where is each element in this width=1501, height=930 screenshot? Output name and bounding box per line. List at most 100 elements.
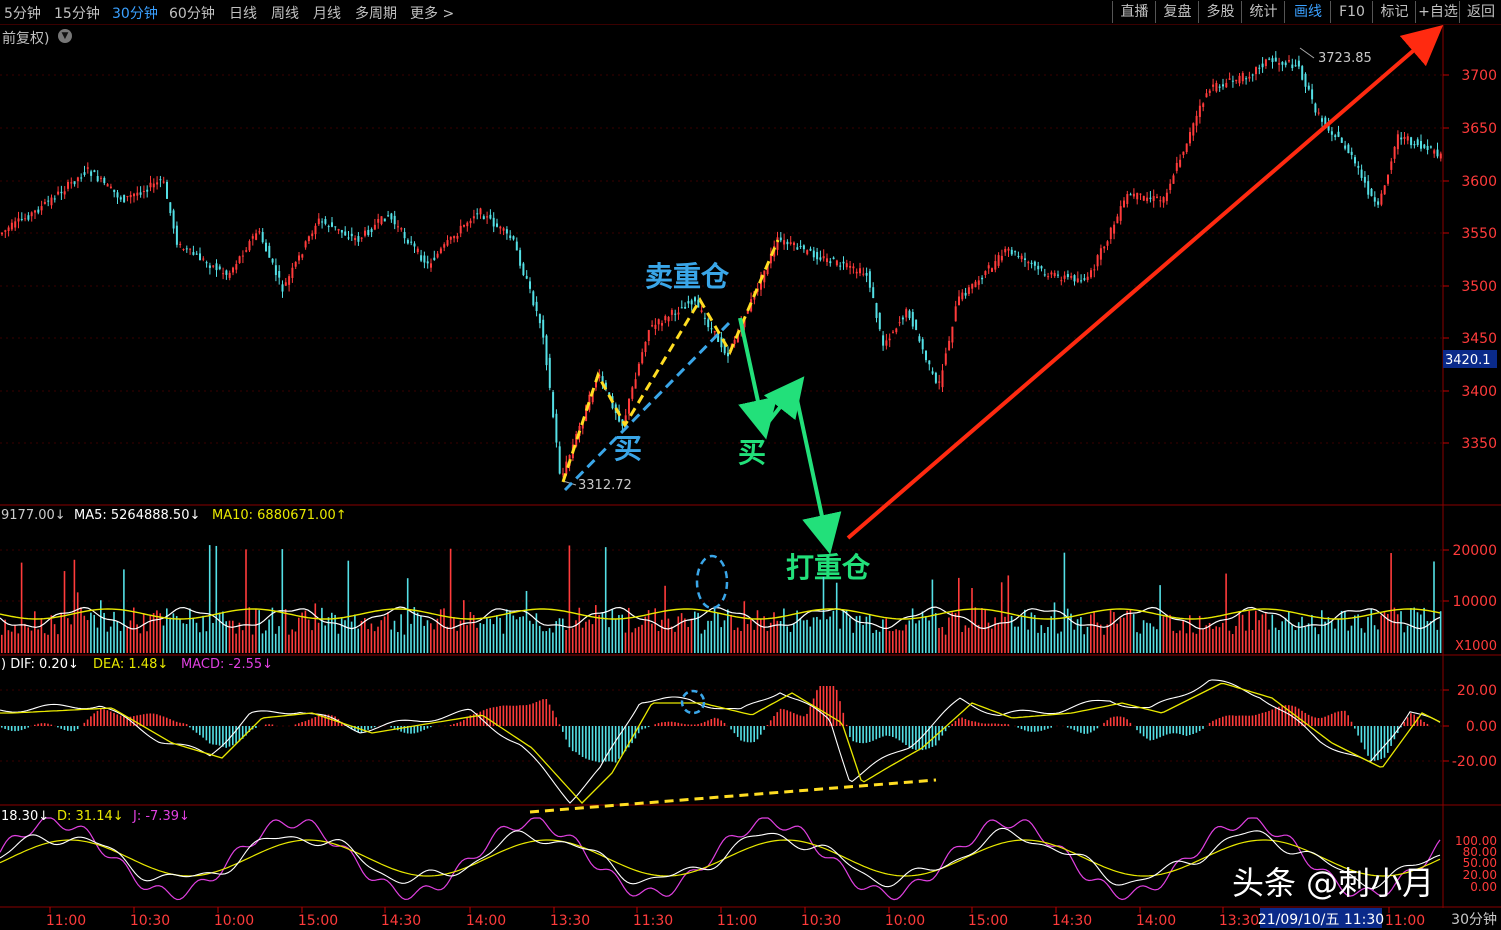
candle-body	[680, 307, 683, 309]
candle-body	[1132, 193, 1135, 197]
candle-body	[463, 224, 465, 227]
volume-bar	[433, 629, 435, 653]
macd-hist-bar	[614, 726, 617, 763]
candle-body	[1370, 188, 1373, 197]
macd-hist-bar	[971, 721, 973, 726]
macd-hist-bar	[637, 726, 640, 734]
candle-body	[311, 233, 314, 237]
volume-bar	[740, 630, 742, 653]
macd-hist-bar	[1050, 726, 1052, 728]
toolbar-button-3[interactable]: 统计	[1241, 1, 1285, 23]
candle-body	[703, 317, 706, 319]
toolbar-button-0[interactable]: 直播	[1112, 1, 1156, 23]
candle-body	[423, 255, 426, 263]
candle-body	[901, 317, 904, 320]
timeframe-tab-2[interactable]: 30分钟	[112, 6, 158, 22]
macd-hist-bar	[1076, 726, 1079, 732]
volume-bar	[1195, 633, 1198, 653]
volume-bar	[228, 620, 231, 653]
candle-body	[1354, 157, 1356, 164]
volume-legend-vol: 9177.00↓	[1, 508, 66, 523]
macd-hist-bar	[255, 726, 257, 728]
macd-hist-bar	[1116, 716, 1118, 726]
volume-bar	[189, 608, 191, 653]
macd-hist-bar	[331, 715, 333, 726]
candle-body	[238, 256, 241, 263]
timeframe-tab-0[interactable]: 5分钟	[4, 6, 41, 22]
timeframe-tab-1[interactable]: 15分钟	[54, 6, 100, 22]
timeframe-tab-8[interactable]: 更多 >	[410, 6, 455, 22]
candle-body	[595, 380, 597, 388]
macd-hist-bar	[7, 726, 10, 731]
macd-hist-bar	[717, 718, 719, 726]
candle-body	[1076, 278, 1079, 283]
timeframe-tab-5[interactable]: 周线	[271, 6, 299, 22]
volume-bar	[558, 618, 561, 653]
macd-hist-bar	[1426, 723, 1429, 726]
candle-body	[591, 391, 594, 403]
annotation-buy-1: 买	[614, 432, 642, 465]
candle-body	[1387, 175, 1389, 184]
timeframe-tab-3[interactable]: 60分钟	[169, 6, 215, 22]
macd-hist-bar	[1030, 726, 1033, 732]
candle-body	[1225, 82, 1228, 88]
macd-hist-bar	[482, 710, 485, 726]
candle-body	[779, 237, 782, 241]
chevron-down-icon[interactable]: ▼	[58, 29, 72, 43]
candle-body	[763, 270, 766, 283]
toolbar-button-7[interactable]: +自选	[1415, 1, 1460, 23]
volume-bar	[1142, 620, 1145, 653]
candle-body	[152, 183, 155, 188]
volume-bar	[109, 626, 112, 653]
volume-bar	[360, 620, 363, 653]
toolbar-button-2[interactable]: 多股	[1198, 1, 1242, 23]
macd-hist-bar	[532, 703, 534, 726]
volume-bar	[981, 607, 983, 653]
candle-body	[1274, 57, 1277, 62]
candle-body	[1172, 175, 1175, 184]
macd-hist-bar	[1024, 726, 1026, 731]
candle-body	[532, 291, 535, 306]
toolbar-button-6[interactable]: 标记	[1372, 1, 1416, 23]
volume-bar	[195, 622, 198, 653]
candle-body	[251, 236, 254, 239]
volume-bar	[1057, 633, 1059, 653]
volume-bar	[459, 620, 462, 653]
volume-bar	[301, 612, 303, 653]
macd-hist-bar	[1301, 710, 1303, 726]
candle-body	[20, 218, 23, 220]
macd-hist-bar	[713, 717, 716, 726]
timeframe-tab-6[interactable]: 月线	[313, 6, 341, 22]
candle-body	[133, 193, 135, 197]
volume-bar	[486, 618, 488, 653]
candle-body	[1152, 196, 1155, 201]
volume-bar	[1123, 617, 1125, 653]
macd-hist-bar	[931, 726, 934, 747]
macd-hist-bar	[664, 722, 666, 726]
candle-body	[377, 219, 380, 223]
candle-body	[1109, 227, 1112, 240]
toolbar-button-4[interactable]: 画线	[1284, 1, 1331, 23]
timeframe-tab-4[interactable]: 日线	[229, 6, 257, 22]
time-label-2: 10:00	[214, 913, 254, 929]
toolbar-button-1[interactable]: 复盘	[1155, 1, 1199, 23]
volume-bar	[166, 608, 168, 653]
macd-hist-bar	[182, 723, 185, 726]
macd-hist-bar	[773, 715, 775, 726]
timeframe-tab-7[interactable]: 多周期	[355, 6, 397, 22]
volume-bar	[53, 624, 56, 653]
candle-body	[601, 376, 604, 386]
volume-bar	[756, 610, 759, 653]
low-price-pointer	[562, 480, 577, 486]
toolbar-button-5[interactable]: F10	[1330, 1, 1373, 23]
volume-bar	[746, 624, 749, 653]
adjust-mode-label[interactable]: 前复权)	[2, 31, 50, 47]
toolbar-button-8[interactable]: 返回	[1459, 1, 1501, 23]
candle-body	[347, 237, 350, 239]
candle-body	[380, 216, 383, 225]
macd-hist-bar	[694, 724, 696, 726]
volume-bar	[529, 620, 531, 653]
volume-bar	[136, 624, 138, 653]
candle-body	[977, 280, 980, 285]
